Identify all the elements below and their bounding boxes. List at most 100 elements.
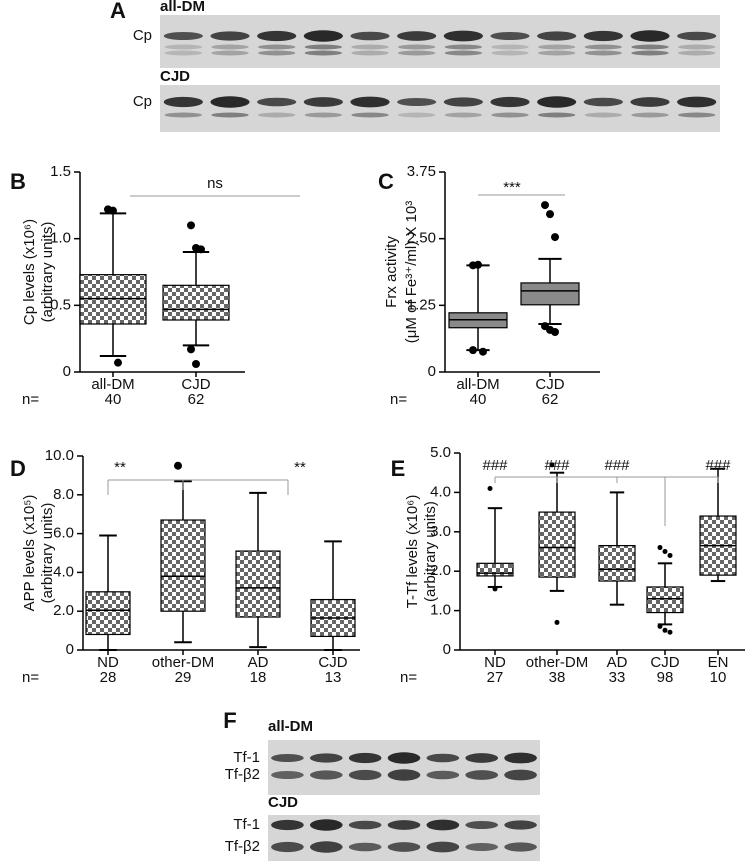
- outlier: [546, 210, 554, 219]
- blot-band: [444, 50, 483, 56]
- blot-band: [465, 770, 499, 780]
- outlier: [551, 328, 559, 336]
- blot-membrane: [268, 740, 540, 795]
- blot-band: [504, 752, 537, 764]
- blot-band-label: Tf-β2: [225, 766, 260, 783]
- n-value: 13: [325, 669, 342, 686]
- x-tick-label: all-DM: [456, 376, 499, 393]
- blot-band: [443, 30, 483, 42]
- blot-band: [258, 112, 296, 118]
- blot-membrane: [160, 15, 720, 68]
- n-label: n=: [390, 391, 407, 408]
- n-value: 40: [470, 391, 487, 408]
- blot-band: [630, 30, 670, 42]
- blot-band-label: Cp: [133, 27, 152, 44]
- x-tick-label: ND: [97, 654, 119, 671]
- blot-band: [303, 30, 343, 42]
- blot-band: [537, 31, 577, 41]
- blot-group-label: all-DM: [268, 718, 313, 735]
- blot-band: [351, 112, 389, 118]
- blot-band: [443, 97, 483, 107]
- panel-letter: E: [391, 456, 406, 481]
- blot-band: [164, 50, 202, 56]
- blot-band: [504, 842, 537, 852]
- box: [476, 562, 514, 577]
- outlier: [187, 221, 195, 230]
- blot-band: [348, 820, 382, 830]
- y-axis-label: Frx activity: [383, 236, 400, 308]
- blot-band: [351, 50, 389, 56]
- blot-band: [465, 821, 499, 829]
- blot-band: [678, 50, 716, 56]
- y-tick-label: 10.0: [45, 447, 74, 464]
- blot-band-label: Cp: [133, 93, 152, 110]
- y-tick-label: 8.0: [53, 486, 74, 503]
- n-value: 62: [542, 391, 559, 408]
- n-value: 40: [105, 391, 122, 408]
- panel-letter: A: [110, 0, 126, 23]
- blot-band: [387, 752, 421, 764]
- blot-band-label: Tf-1: [233, 816, 260, 833]
- blot-band: [387, 842, 421, 852]
- blot-band: [350, 31, 390, 41]
- outlier: [667, 629, 673, 635]
- y-tick-label: 1.5: [50, 163, 71, 180]
- blot-band: [304, 44, 343, 50]
- blot-band: [163, 96, 203, 108]
- y-tick-label: 4.0: [53, 563, 74, 580]
- outlier: [109, 206, 117, 215]
- outlier: [662, 549, 668, 554]
- blot-band: [426, 841, 460, 853]
- y-tick-label: 1.0: [430, 602, 451, 619]
- box: [160, 519, 206, 612]
- blot-band: [211, 44, 249, 50]
- blot-band: [465, 753, 499, 763]
- blot-band: [398, 50, 436, 56]
- outlier: [662, 627, 668, 633]
- blot-band-label: Tf-1: [233, 749, 260, 766]
- blot-band: [271, 771, 304, 779]
- blot-band: [504, 820, 537, 830]
- blot-band: [258, 50, 296, 56]
- blot-band: [583, 30, 623, 42]
- outlier: [174, 461, 182, 470]
- panel-letter: C: [378, 169, 394, 194]
- n-value: 10: [710, 669, 727, 686]
- blot-band: [631, 44, 669, 50]
- blot-group-label: CJD: [268, 794, 298, 811]
- outlier: [469, 346, 477, 355]
- blot-band: [426, 819, 460, 831]
- blot-band: [271, 754, 304, 762]
- x-tick-label: ND: [484, 654, 506, 671]
- n-value: 38: [549, 669, 566, 686]
- n-value: 29: [175, 669, 192, 686]
- blot-band: [678, 44, 716, 50]
- blot-band: [397, 31, 437, 41]
- outlier: [667, 552, 673, 558]
- y-axis-label: Cp levels (x10⁶): [21, 219, 38, 325]
- blot-band: [677, 31, 717, 41]
- blot-band: [164, 44, 202, 50]
- y-axis-label: APP levels (x10⁵): [21, 495, 38, 612]
- box: [162, 284, 230, 321]
- y-tick-label: 3.0: [430, 523, 451, 540]
- y-tick-label: 6.0: [53, 525, 74, 542]
- significance-label: **: [294, 459, 306, 476]
- outlier: [551, 233, 559, 242]
- blot-band: [538, 112, 576, 118]
- blot-membrane: [160, 85, 720, 132]
- x-tick-label: AD: [607, 654, 628, 671]
- outlier: [114, 358, 122, 367]
- outlier: [474, 260, 482, 269]
- blot-band: [465, 843, 499, 851]
- blot-band: [271, 841, 304, 853]
- blot-band: [257, 97, 297, 107]
- y-tick-label: 3.75: [407, 163, 436, 180]
- box: [85, 591, 131, 636]
- blot-band: [677, 96, 717, 108]
- x-tick-label: other-DM: [526, 654, 589, 671]
- y-tick-label: 0.5: [50, 296, 71, 313]
- y-tick-label: 0: [443, 641, 451, 658]
- blot-band: [211, 50, 249, 56]
